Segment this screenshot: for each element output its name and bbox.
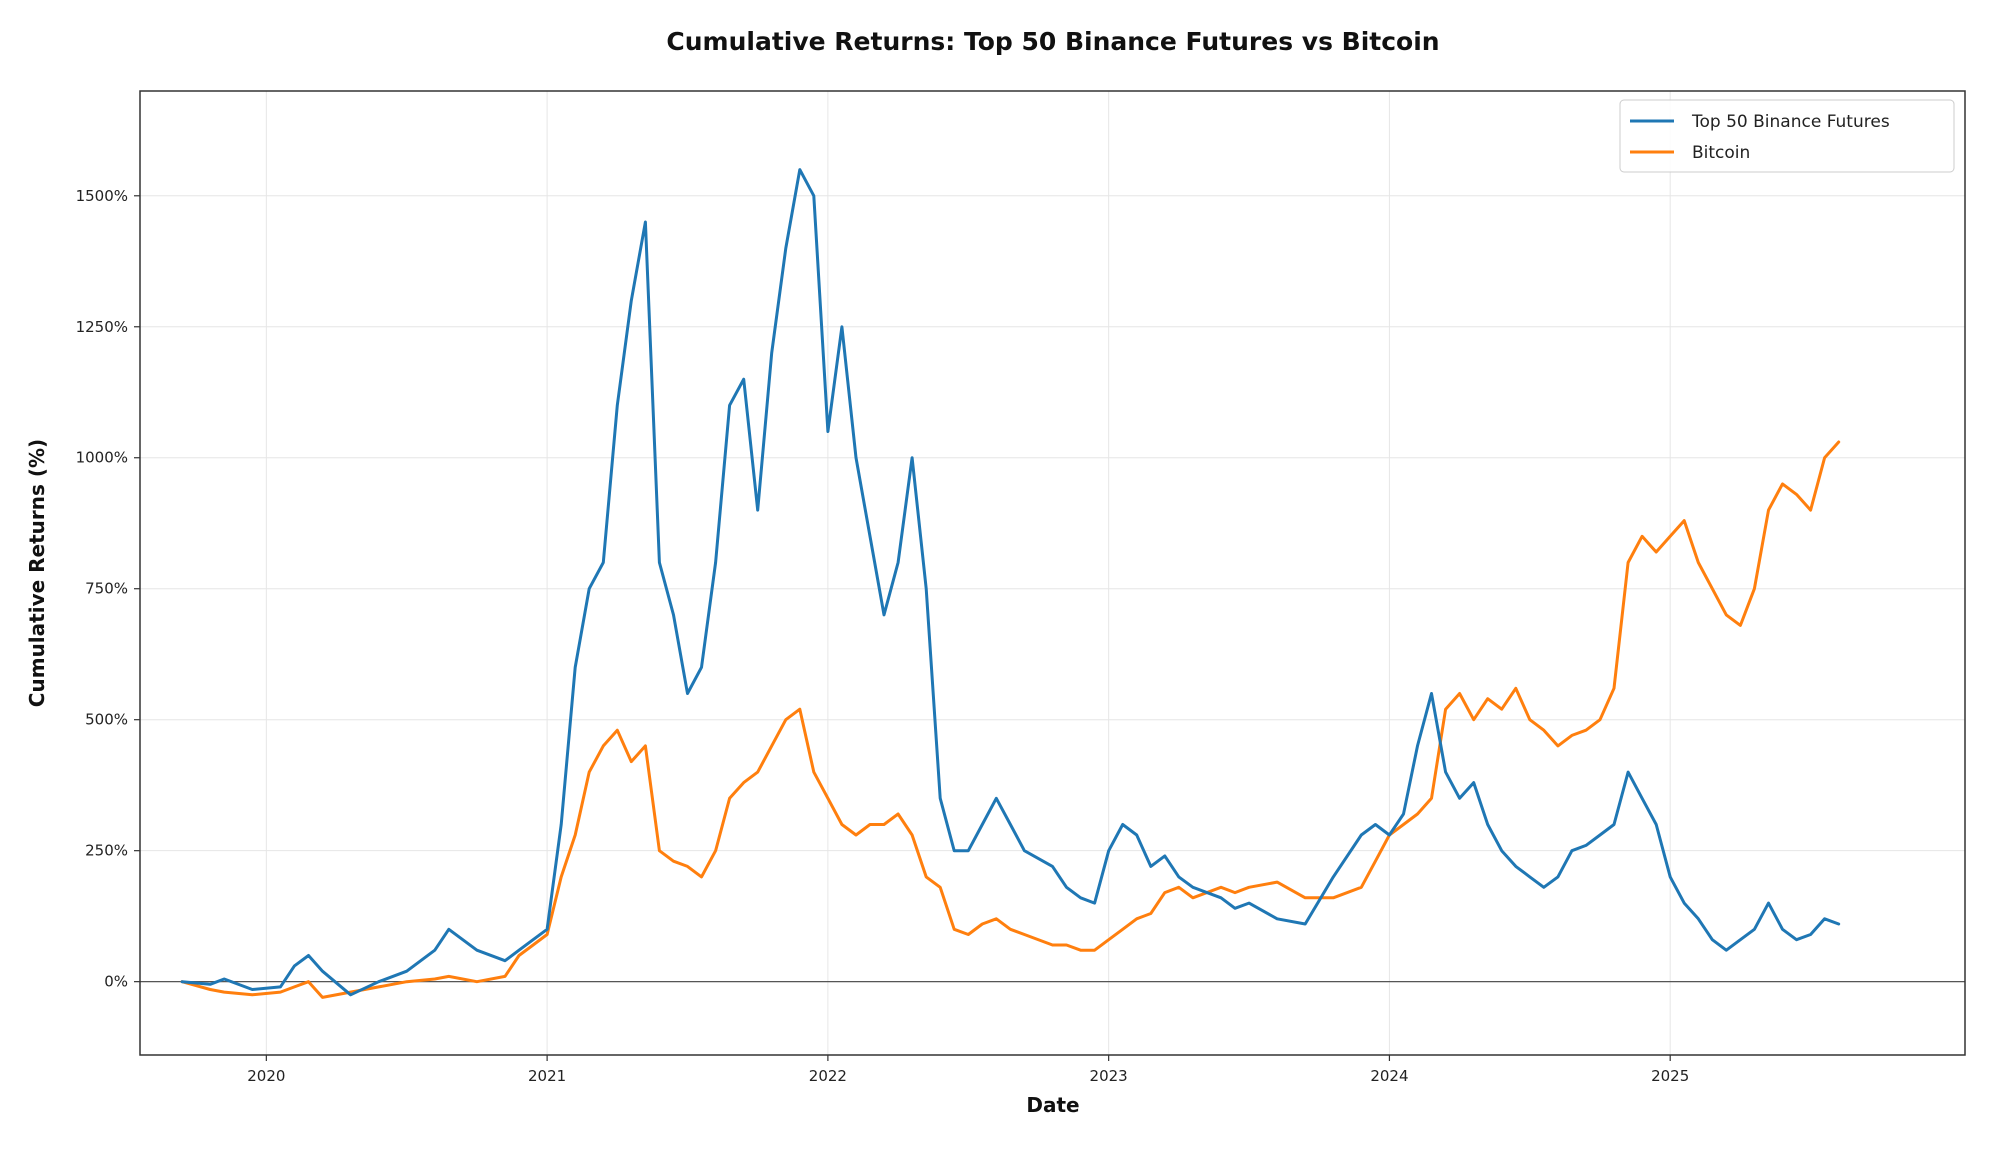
x-tick-label: 2021: [528, 1067, 566, 1085]
y-axis-label: Cumulative Returns (%): [25, 439, 49, 707]
x-axis: 2020 2021 2022 2023 2024 2025: [247, 1055, 1689, 1085]
y-tick-label: 750%: [85, 580, 128, 598]
x-tick-label: 2024: [1370, 1067, 1408, 1085]
y-tick-label: 500%: [85, 711, 128, 729]
y-tick-label: 1250%: [76, 318, 128, 336]
series-layer: [180, 168, 1841, 999]
legend-box: [1619, 99, 1955, 173]
legend-label-bitcoin: Bitcoin: [1692, 143, 1750, 163]
x-tick-label: 2025: [1651, 1067, 1689, 1085]
y-tick-label: 1500%: [76, 187, 128, 205]
y-tick-label: 0%: [104, 973, 128, 991]
x-tick-label: 2020: [247, 1067, 285, 1085]
y-tick-label: 250%: [85, 842, 128, 860]
y-tick-label: 1000%: [76, 449, 128, 467]
series-line-bitcoin: [180, 440, 1841, 999]
x-tick-label: 2023: [1090, 1067, 1128, 1085]
x-tick-label: 2022: [809, 1067, 847, 1085]
y-axis: 0% 250% 500% 750% 1000% 1250% 1500%: [76, 187, 140, 991]
chart-title: Cumulative Returns: Top 50 Binance Futur…: [666, 27, 1439, 56]
grid-layer: [140, 91, 1965, 1055]
legend-label-top50: Top 50 Binance Futures: [1691, 112, 1890, 132]
x-axis-label: Date: [1026, 1093, 1079, 1117]
legend: Top 50 Binance Futures Bitcoin: [1619, 99, 1955, 173]
series-line-top50-binance-futures: [180, 168, 1841, 997]
plot-frame: [139, 90, 1966, 1056]
